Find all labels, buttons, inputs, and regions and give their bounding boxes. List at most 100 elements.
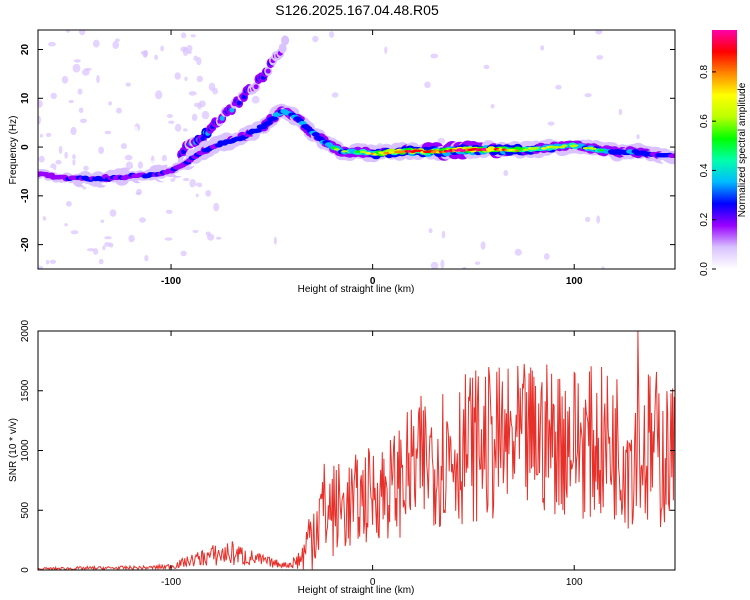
spectrogram-noise-cell <box>80 118 87 124</box>
spectrogram-noise-cell <box>70 126 77 136</box>
spectrogram-noise-cell <box>440 259 445 269</box>
snr-x-tick-label: -100 <box>161 577 181 588</box>
spectrogram-noise-cell <box>115 38 120 42</box>
spectrogram-noise-cell <box>295 201 303 208</box>
spectrogram-noise-cell <box>116 107 122 114</box>
spectrogram-noise-cell <box>186 44 193 52</box>
spectrogram-noise-cell <box>189 179 196 188</box>
spectrogram-noise-cell <box>137 161 143 169</box>
spectrogram-noise-cell <box>78 107 84 114</box>
spectrogram-noise-cell <box>70 230 79 235</box>
spectrogram-noise-cell <box>564 166 570 171</box>
spectrogram-noise-cell <box>64 223 68 227</box>
colorbar-ticks: 0.0 0.2 0.4 0.6 0.8 <box>699 64 716 276</box>
spectrogram-noise-cell <box>160 45 164 52</box>
spectrogram-harmonic-core <box>282 37 288 43</box>
spectrogram-noise-cell <box>154 54 159 61</box>
spectrogram-noise-cell <box>183 177 190 182</box>
spectrogram-noise-cell <box>100 219 105 223</box>
spectrogram-noise-cell <box>196 75 203 83</box>
spectrogram-ridge-peak <box>522 148 529 152</box>
spectrogram-noise-cell <box>157 157 161 162</box>
spectrogram-noise-cell <box>195 193 199 198</box>
spectrogram-noise-cell <box>38 115 41 125</box>
spectrogram-noise-cell <box>68 99 74 104</box>
spectrogram-noise-cell <box>380 161 384 169</box>
spectrogram-noise-cell <box>104 236 112 240</box>
spectrogram-noise-cell <box>184 76 188 82</box>
spectrogram-noise-cell <box>173 113 182 123</box>
spectrogram-harmonic-core <box>265 68 271 74</box>
spectrogram-noise-cell <box>125 82 131 87</box>
spectrogram-noise-cell <box>207 233 215 241</box>
spectrogram-noise-cell <box>636 134 640 140</box>
spectrogram-noise-cell <box>556 56 562 63</box>
spectrogram-noise-cell <box>98 258 104 265</box>
spectrogram-noise-cell <box>197 102 202 110</box>
spectrogram-noise-cell <box>613 88 621 97</box>
spectrogram-noise-cell <box>555 84 562 90</box>
spectrogram-noise-cell <box>96 75 100 84</box>
snr-y-tick-label: 1500 <box>20 379 31 402</box>
spectrogram-noise-cell <box>540 45 545 51</box>
spectrogram-ridge-peak <box>598 149 605 152</box>
spectrogram-noise-cell <box>39 133 43 138</box>
spectrogram-x-tick-label: 100 <box>566 276 583 287</box>
spectrogram-noise-cell <box>514 248 522 256</box>
spectrogram-noise-cell <box>595 30 603 35</box>
spectrogram-noise-cell <box>212 87 219 95</box>
spectrogram-noise-cell <box>106 250 114 259</box>
spectrogram-noise-cell <box>42 216 47 221</box>
snr-x-tick-label: 100 <box>566 577 583 588</box>
spectrogram-noise-cell <box>98 146 104 154</box>
colorbar-tick-label: 0.8 <box>699 64 710 78</box>
spectrogram-noise-cell <box>166 114 173 118</box>
spectrogram-noise-cell <box>474 261 481 265</box>
colorbar-tick-label: 0.0 <box>699 262 710 276</box>
spectrogram-noise-cell <box>143 49 148 58</box>
spectrogram-noise-cell <box>128 234 135 243</box>
spectrogram-noise-cell <box>165 217 174 226</box>
spectrogram-noise-cell <box>104 130 112 135</box>
spectrogram-marks <box>38 30 675 269</box>
spectrogram-noise-cell <box>596 215 601 224</box>
spectrogram-ridge-peak <box>553 145 560 149</box>
spectrogram-harmonic-core <box>229 107 235 113</box>
spectrogram-noise-cell <box>83 165 89 171</box>
spectrogram-noise-cell <box>192 185 200 190</box>
spectrogram-noise-cell <box>437 137 445 145</box>
spectrogram-noise-cell <box>38 248 43 253</box>
spectrogram-noise-cell <box>161 154 167 162</box>
spectrogram-noise-cell <box>138 202 143 209</box>
spectrogram-noise-cell <box>58 145 63 154</box>
spectrogram-noise-cell <box>188 240 193 244</box>
spectrogram-noise-cell <box>601 266 605 269</box>
colorbar-label: Normalized spectral amplitude <box>737 82 748 217</box>
spectrogram-ridge-core <box>264 120 273 126</box>
spectrogram-noise-cell <box>205 97 212 103</box>
spectrogram-ridge-peak <box>572 144 579 147</box>
spectrogram-y-tick-label: 10 <box>20 92 31 104</box>
spectrogram-noise-cell <box>72 63 81 73</box>
spectrogram-noise-cell <box>38 58 43 64</box>
spectrogram-noise-cell <box>585 216 591 223</box>
spectrogram-noise-cell <box>384 46 388 54</box>
spectrogram-y-tick-label: -20 <box>20 237 31 252</box>
spectrogram-noise-cell <box>123 252 128 260</box>
spectrogram-noise-cell <box>152 38 157 47</box>
spectrogram-noise-cell <box>181 32 187 39</box>
spectrogram-noise-cell <box>596 55 604 60</box>
spectrogram-noise-cell <box>190 34 196 38</box>
spectrogram-y-tick-label: -10 <box>20 188 31 203</box>
spectrogram-noise-cell <box>72 159 76 166</box>
spectrogram-noise-cell <box>183 128 188 132</box>
colorbar-tick-label: 0.6 <box>699 114 710 128</box>
spectrogram-noise-cell <box>483 64 490 70</box>
spectrogram-noise-cell <box>64 151 68 159</box>
spectrogram-noise-cell <box>481 194 488 202</box>
spectrogram-noise-cell <box>174 72 181 80</box>
spectrogram-noise-cell <box>547 121 555 126</box>
spectrogram-noise-cell <box>109 209 117 217</box>
spectrogram-y-tick-label: 20 <box>20 44 31 56</box>
